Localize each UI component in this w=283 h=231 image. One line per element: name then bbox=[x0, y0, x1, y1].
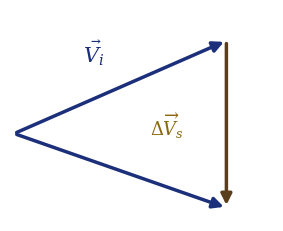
Text: $\overrightarrow{\Delta V_s}$: $\overrightarrow{\Delta V_s}$ bbox=[150, 109, 184, 140]
Text: $\vec{V_i}$: $\vec{V_i}$ bbox=[83, 39, 104, 68]
